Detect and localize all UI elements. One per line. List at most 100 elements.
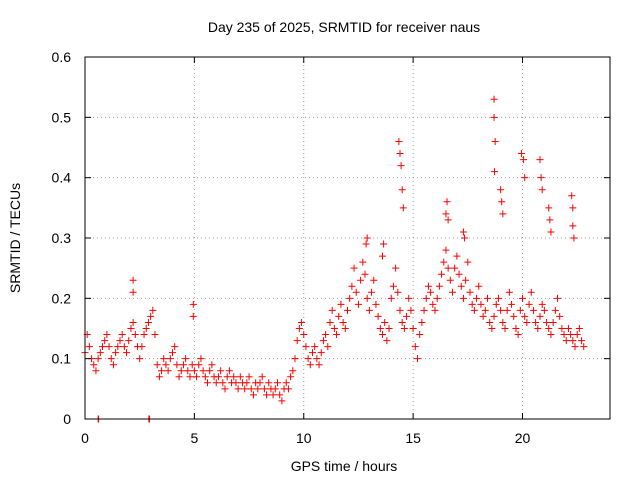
data-point [370, 276, 378, 284]
data-point [490, 95, 498, 103]
data-point [206, 367, 214, 375]
data-point [537, 174, 545, 182]
data-point [455, 270, 463, 278]
data-point [144, 318, 152, 326]
data-point [433, 294, 441, 302]
x-tick-label: 0 [81, 430, 89, 446]
data-point [398, 186, 406, 194]
data-point [116, 337, 124, 345]
data-point [510, 312, 518, 320]
data-point [300, 331, 308, 339]
data-point [195, 361, 203, 369]
data-point [142, 325, 150, 332]
data-point [96, 349, 104, 357]
data-point [101, 337, 109, 345]
data-point [186, 373, 194, 381]
data-point [562, 337, 570, 345]
data-point [311, 343, 319, 351]
data-point [112, 349, 120, 357]
data-point [151, 331, 159, 339]
data-point [397, 162, 405, 170]
data-point [517, 150, 525, 158]
data-point [282, 379, 290, 387]
data-point [125, 337, 133, 345]
data-point [322, 331, 330, 339]
data-point [529, 306, 537, 314]
data-point [177, 367, 185, 375]
data-point [217, 367, 225, 375]
data-point [333, 331, 341, 339]
data-point [129, 318, 137, 326]
data-point [249, 391, 257, 399]
data-point [214, 373, 222, 381]
data-point [473, 294, 481, 302]
data-point [201, 373, 209, 381]
data-point [580, 343, 588, 351]
data-point [376, 325, 384, 332]
data-point [352, 288, 360, 296]
data-point [362, 240, 370, 248]
data-point [520, 156, 528, 164]
data-point [508, 300, 516, 308]
data-point [490, 113, 498, 121]
data-point [466, 288, 474, 296]
data-point [578, 337, 586, 345]
data-point [341, 325, 349, 332]
data-point [420, 306, 428, 314]
data-point [208, 361, 216, 369]
data-point [396, 150, 404, 158]
data-point [344, 306, 351, 314]
data-point [547, 331, 555, 339]
data-point [258, 373, 266, 381]
data-point [475, 282, 483, 290]
data-point [394, 288, 402, 296]
data-point [291, 355, 299, 363]
data-point [446, 276, 454, 284]
data-point [407, 306, 415, 314]
data-point [247, 385, 255, 393]
data-point [514, 331, 522, 339]
data-point [368, 288, 376, 296]
data-point [481, 306, 489, 314]
data-point [160, 355, 168, 363]
data-point [188, 361, 196, 369]
data-point [383, 337, 391, 345]
data-point [254, 385, 262, 393]
data-point [449, 288, 456, 296]
data-point [451, 264, 459, 272]
data-point [442, 246, 450, 254]
y-axis-title: SRMTID / TECUs [7, 183, 23, 293]
data-point [545, 325, 553, 332]
data-point [230, 373, 238, 381]
data-point [123, 349, 131, 357]
data-point [547, 228, 555, 236]
data-point [569, 222, 577, 230]
data-point [348, 282, 356, 290]
data-point [339, 318, 347, 326]
data-point [94, 355, 102, 363]
data-point [409, 325, 417, 332]
data-point [570, 234, 578, 242]
data-point [219, 379, 227, 387]
data-point [131, 331, 139, 339]
data-point [569, 337, 577, 345]
data-point [276, 391, 284, 399]
data-point [461, 234, 469, 242]
data-point [166, 355, 174, 363]
y-tick-label: 0.3 [52, 230, 72, 246]
data-point [153, 361, 161, 369]
data-point [243, 379, 251, 387]
y-tick-label: 0.4 [52, 170, 72, 186]
data-point [381, 318, 389, 326]
data-point [350, 264, 358, 272]
data-point [260, 385, 268, 393]
data-point [497, 186, 505, 194]
data-point [326, 318, 334, 326]
data-point [189, 300, 197, 308]
data-point [309, 349, 316, 357]
data-point [567, 331, 575, 339]
data-point [385, 325, 393, 332]
data-point [536, 312, 544, 320]
data-point [357, 276, 365, 284]
data-point [361, 270, 369, 278]
